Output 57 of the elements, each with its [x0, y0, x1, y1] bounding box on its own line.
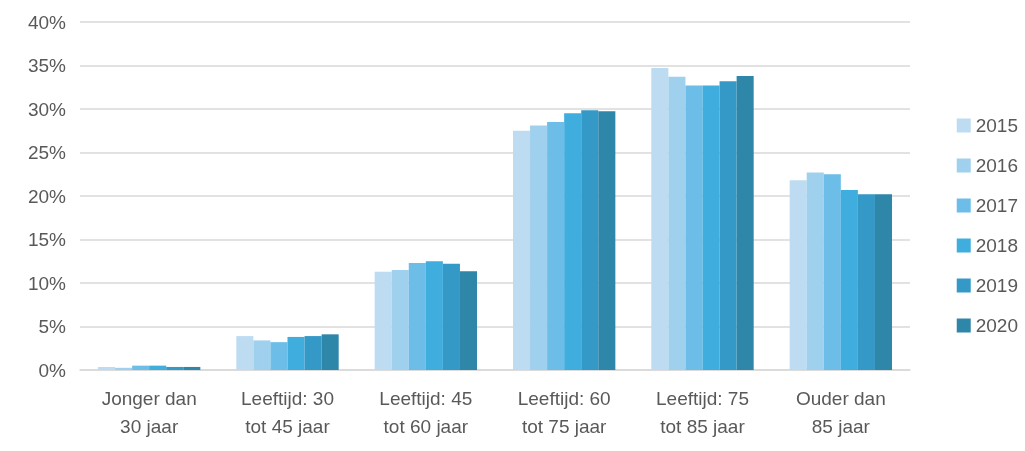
bar [132, 365, 150, 370]
bar [736, 75, 754, 370]
bar [840, 189, 858, 370]
bar [287, 336, 305, 370]
legend-label: 2015 [975, 115, 1019, 136]
y-tick-label: 30% [27, 98, 67, 120]
y-tick-label: 20% [27, 185, 67, 207]
bar [270, 342, 288, 370]
bar [149, 365, 167, 370]
x-tick-label: Leeftijd: 45 tot 60 jaar [379, 387, 473, 437]
bar [806, 172, 824, 370]
bar [97, 366, 116, 370]
y-tick-label: 0% [38, 359, 67, 381]
bar [442, 263, 460, 370]
bar [321, 334, 339, 370]
bar [564, 113, 582, 370]
bar [304, 336, 322, 370]
bar [668, 76, 686, 370]
bar [581, 110, 599, 370]
legend-label: 2018 [975, 235, 1019, 256]
y-tick-label: 10% [27, 272, 67, 294]
bar [685, 85, 703, 370]
x-tick-label: Leeftijd: 60 tot 75 jaar [517, 387, 611, 437]
bar [702, 85, 720, 370]
bar [823, 174, 841, 370]
bar [651, 68, 669, 370]
bar [253, 340, 271, 370]
bar [459, 271, 478, 370]
y-tick-label: 35% [27, 55, 67, 76]
bar [857, 194, 875, 370]
x-tick-label: Leeftijd: 75 tot 85 jaar [656, 387, 749, 437]
y-tick-label: 5% [38, 316, 67, 337]
legend-label: 2019 [975, 275, 1019, 296]
bar [166, 366, 184, 370]
bar [183, 366, 201, 370]
legend-label: 2020 [975, 315, 1019, 336]
legend-label: 2016 [975, 155, 1019, 176]
x-tick-label: Leeftijd: 30 tot 45 jaar [241, 387, 334, 437]
x-tick-label: Jonger dan 30 jaar [101, 387, 197, 437]
bar [374, 271, 392, 370]
legend-label: 2017 [975, 195, 1019, 216]
bar [408, 262, 426, 370]
y-tick-label: 15% [27, 229, 67, 250]
bar [115, 367, 133, 370]
y-tick-label: 25% [27, 142, 67, 163]
bar [236, 336, 254, 370]
bar [391, 269, 409, 370]
bar [789, 180, 807, 370]
bar [598, 111, 616, 370]
bar [874, 194, 893, 370]
bar [512, 130, 531, 370]
bar [425, 261, 443, 370]
bar [719, 81, 737, 370]
x-tick-label: Ouder dan 85 jaar [795, 387, 886, 437]
bar [530, 125, 548, 370]
y-tick-label: 40% [27, 11, 67, 33]
bar [547, 122, 565, 370]
